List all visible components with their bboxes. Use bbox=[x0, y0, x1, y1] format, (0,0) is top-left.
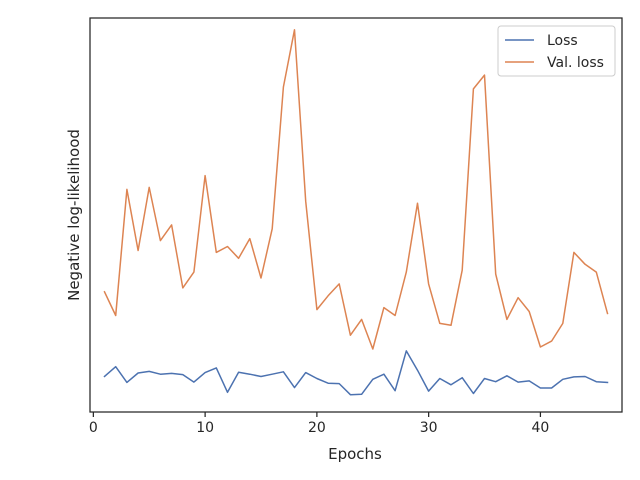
plot-frame bbox=[89, 17, 623, 413]
x-axis-label: Epochs bbox=[328, 445, 382, 463]
axes bbox=[89, 17, 623, 413]
x-tick-label: 20 bbox=[308, 420, 326, 436]
legend-box bbox=[497, 25, 616, 77]
x-tick-label: 30 bbox=[420, 420, 438, 436]
x-tick-label: 0 bbox=[89, 420, 98, 436]
x-ticks: 0 10 20 30 40 bbox=[89, 412, 549, 436]
series-lines bbox=[103, 29, 609, 396]
x-tick-label: 40 bbox=[531, 420, 549, 436]
legend: Loss Val. loss bbox=[497, 25, 616, 77]
legend-label: Loss bbox=[547, 33, 578, 49]
series-line-val-loss bbox=[103, 29, 609, 350]
x-tick-label: 10 bbox=[196, 420, 214, 436]
series-line-loss bbox=[103, 350, 609, 396]
legend-label: Val. loss bbox=[547, 55, 604, 71]
y-axis-label: Negative log-likelihood bbox=[65, 129, 83, 301]
